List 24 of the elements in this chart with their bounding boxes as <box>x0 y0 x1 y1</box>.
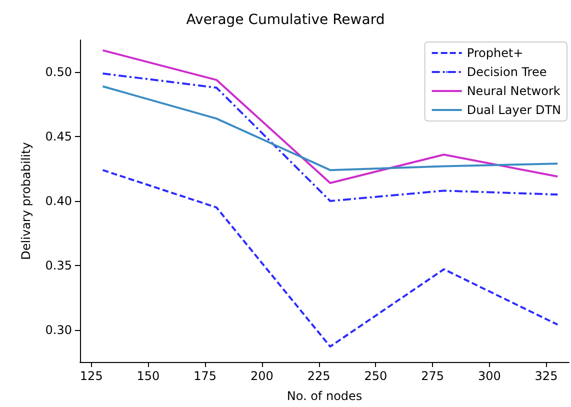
y-axis-title: Delivary probability <box>19 142 33 260</box>
x-tick-label: 225 <box>307 369 330 383</box>
x-tick-label: 250 <box>364 369 388 383</box>
line-series <box>102 85 559 172</box>
x-tick-label: 125 <box>80 369 103 383</box>
legend-label: Neural Network <box>466 84 560 98</box>
chart-title: Average Cumulative Reward <box>186 12 385 28</box>
y-tick-label: 0.50 <box>45 65 72 80</box>
y-tick-label: 0.35 <box>45 258 72 272</box>
legend-label: Prophet+ <box>466 46 524 60</box>
line-series <box>102 49 559 184</box>
x-tick-label: 300 <box>478 369 501 383</box>
x-tick-label: 150 <box>136 369 160 383</box>
line-series <box>102 169 559 348</box>
legend-label: Decision Tree <box>466 65 547 79</box>
x-tick-label: 200 <box>250 369 274 383</box>
legend-label: Dual Layer DTN <box>466 103 562 117</box>
y-tick-label: 0.40 <box>45 194 72 208</box>
x-axis-title: No. of nodes <box>286 389 362 403</box>
x-tick-label: 275 <box>421 369 444 383</box>
y-tick-label: 0.30 <box>45 322 72 337</box>
x-tick-label: 175 <box>194 369 217 383</box>
y-tick-label: 0.45 <box>45 130 72 144</box>
x-tick-label: 325 <box>534 369 558 383</box>
